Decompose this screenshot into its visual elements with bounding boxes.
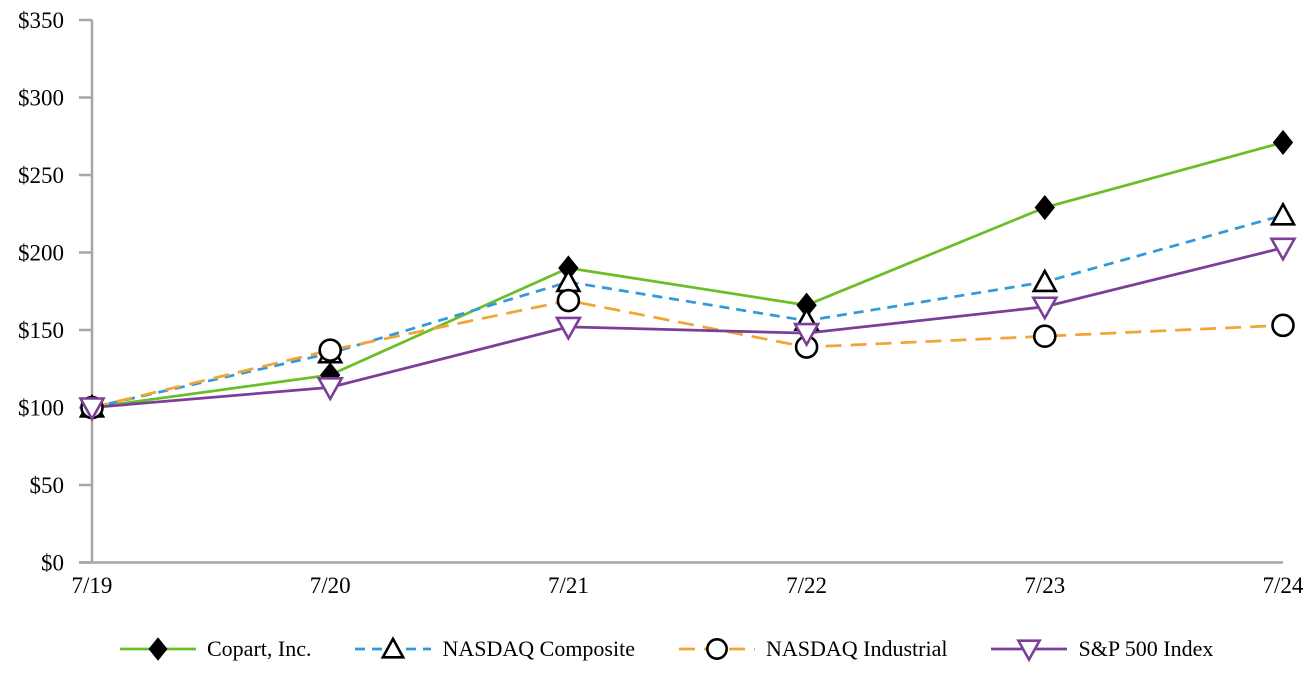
series-line-s-p-500-index bbox=[91, 246, 1284, 409]
marker-triangle-down-s-p-500-index bbox=[1031, 296, 1059, 321]
chart-canvas: $0 $50 $100 $150 $200 $250 $300 $350 7/19 7/20 7/2… bbox=[18, 8, 1304, 598]
marker-circle-nasdaq-industrial bbox=[706, 638, 728, 660]
legend-label: NASDAQ Industrial bbox=[765, 636, 948, 661]
y-axis-tick-label: $200 bbox=[18, 241, 64, 266]
marker-triangle-up-nasdaq-composite bbox=[1031, 268, 1058, 293]
x-axis-label: 7/23 bbox=[1024, 573, 1065, 598]
marker-triangle-up-nasdaq-composite bbox=[381, 636, 406, 659]
y-axis-tick-label: $0 bbox=[41, 551, 64, 576]
x-axis-label: 7/22 bbox=[786, 573, 827, 598]
marker-triangle-down-s-p-500-index bbox=[316, 377, 344, 402]
marker-triangle-down-s-p-500-index bbox=[554, 316, 583, 342]
y-axis-tick-label: $250 bbox=[18, 163, 64, 188]
legend-item-s-p-500-index: S&P 500 Index bbox=[989, 633, 1213, 665]
x-axis-label: 7/20 bbox=[310, 573, 351, 598]
marker-triangle-down-s-p-500-index bbox=[78, 397, 106, 422]
legend-item-nasdaq-industrial: NASDAQ Industrial bbox=[677, 633, 948, 665]
marker-triangle-up-nasdaq-composite bbox=[555, 268, 582, 293]
series-line-nasdaq-composite bbox=[91, 213, 1284, 409]
x-axis-label: 7/24 bbox=[1263, 573, 1304, 598]
marker-circle-nasdaq-industrial bbox=[1271, 313, 1295, 338]
y-axis-tick-label: $100 bbox=[18, 396, 64, 421]
y-axis-tick-label: $50 bbox=[30, 473, 65, 498]
marker-triangle-down-s-p-500-index bbox=[1016, 639, 1043, 663]
chart-legend: Copart, Inc. NASDAQ Composite NASDAQ Indus… bbox=[118, 633, 1213, 665]
marker-triangle-up-nasdaq-composite bbox=[1269, 201, 1297, 226]
marker-circle-nasdaq-industrial bbox=[556, 288, 581, 313]
legend-triangle-up-icon bbox=[355, 636, 432, 659]
series-line-nasdaq-industrial bbox=[91, 299, 1284, 409]
series-line-copart-inc bbox=[91, 141, 1284, 409]
legend-item-nasdaq-composite: NASDAQ Composite bbox=[353, 633, 635, 665]
y-axis-tick-label: $150 bbox=[18, 318, 64, 343]
legend-triangle-down-icon bbox=[991, 639, 1068, 663]
legend-circle-icon bbox=[678, 638, 755, 660]
x-axis-label: 7/19 bbox=[72, 573, 113, 598]
marker-triangle-down-s-p-500-index bbox=[792, 322, 821, 348]
x-axis-label: 7/21 bbox=[548, 573, 589, 598]
legend-item-copart-inc: Copart, Inc. bbox=[118, 633, 311, 665]
legend-label: S&P 500 Index bbox=[1078, 636, 1214, 661]
marker-diamond-copart-inc bbox=[1272, 129, 1294, 156]
marker-circle-nasdaq-industrial bbox=[318, 338, 343, 362]
marker-triangle-down-s-p-500-index bbox=[1269, 237, 1297, 263]
legend-label: Copart, Inc. bbox=[207, 636, 312, 661]
marker-diamond-copart-inc bbox=[1034, 194, 1055, 221]
y-axis-tick-label: $300 bbox=[18, 86, 64, 111]
legend-label: NASDAQ Composite bbox=[442, 636, 635, 661]
y-axis-tick-label: $350 bbox=[18, 8, 64, 33]
legend-diamond-icon bbox=[120, 637, 196, 661]
marker-diamond-copart-inc bbox=[148, 637, 168, 661]
marker-circle-nasdaq-industrial bbox=[1033, 324, 1057, 349]
